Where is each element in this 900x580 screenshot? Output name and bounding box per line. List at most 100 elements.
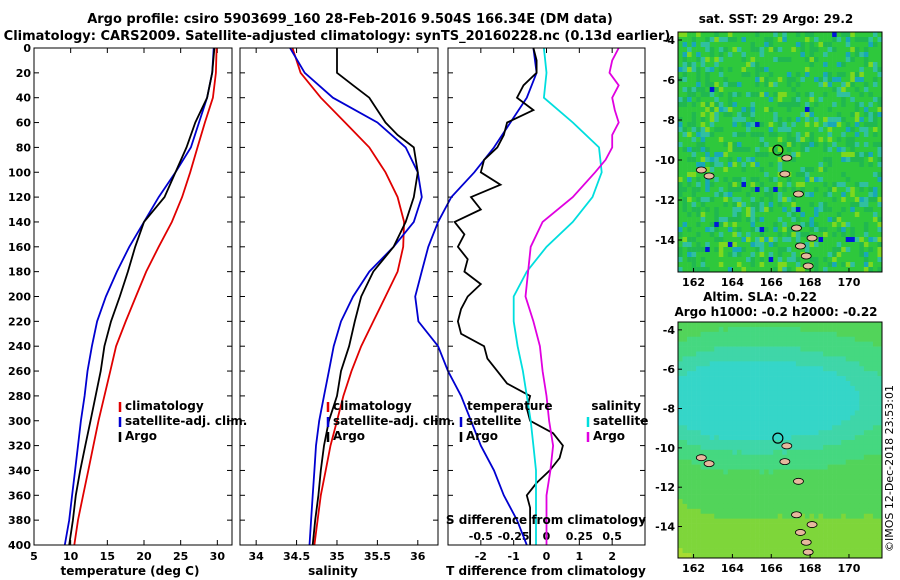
map-cell (768, 518, 774, 524)
map-cell (809, 415, 815, 421)
map-cell (795, 267, 801, 273)
map-cell (832, 132, 837, 138)
map-cell (718, 52, 724, 58)
map-cell (736, 202, 742, 208)
map-cell (691, 187, 697, 193)
map-cell (877, 474, 883, 480)
map-cell (818, 513, 824, 519)
map-cell (678, 52, 683, 58)
map-cell (709, 47, 715, 53)
map-cell (709, 222, 715, 228)
map-cell (877, 513, 883, 519)
map-cell (850, 484, 856, 490)
map-cell (700, 400, 706, 406)
map-cell (854, 52, 860, 58)
map-cell (764, 227, 769, 233)
map-cell (845, 336, 851, 342)
map-cell (804, 376, 810, 382)
map-cell (732, 444, 738, 451)
island-landmass (793, 190, 804, 198)
map-cell (700, 207, 706, 213)
map-cell (709, 385, 715, 392)
map-cell (850, 37, 856, 43)
map-cell (741, 252, 747, 258)
map-cell (746, 137, 751, 143)
map-cell (736, 346, 742, 352)
map-cell (755, 247, 760, 253)
map-cell (800, 127, 806, 133)
map-cell (841, 257, 847, 263)
map-cell (841, 430, 847, 436)
map-cell (678, 137, 683, 143)
map-cell (877, 137, 883, 143)
map-cell (773, 217, 779, 223)
map-cell (759, 533, 765, 539)
map-x-tick-label: 162 (682, 276, 705, 289)
map-cell (859, 459, 865, 465)
map-cell (877, 405, 883, 411)
map-cell (755, 444, 760, 451)
map-cell (736, 543, 742, 549)
map-cell (809, 142, 815, 148)
map-cell (768, 212, 774, 218)
map-cell (777, 42, 783, 48)
map-cell (832, 117, 837, 123)
map-cell (804, 72, 810, 78)
map-cell (764, 87, 769, 93)
map-cell (800, 518, 806, 524)
map-cell (850, 52, 856, 58)
map-cell (678, 513, 683, 519)
map-cell (732, 415, 738, 421)
map-cell (845, 469, 851, 475)
map-cell (736, 142, 742, 148)
map-cell (687, 62, 692, 68)
map-cell (868, 400, 874, 406)
map-cell (804, 102, 810, 108)
map-cell (827, 371, 833, 377)
map-cell (782, 385, 788, 392)
map-cell (773, 523, 779, 529)
map-cell (845, 82, 851, 88)
map-cell (732, 356, 738, 362)
map-cell (736, 217, 742, 223)
map-cell (700, 147, 706, 153)
map-cell (723, 207, 729, 213)
map-cell (687, 267, 692, 273)
map-cell (718, 484, 724, 490)
map-cell (705, 341, 711, 347)
map-cell (732, 107, 738, 113)
map-cell (696, 430, 701, 436)
map-cell (773, 42, 779, 48)
map-cell (691, 127, 697, 133)
map-cell (718, 142, 724, 148)
map-cell (818, 420, 824, 426)
map-cell (804, 127, 810, 133)
map-cell (696, 192, 701, 198)
map-cell (714, 440, 720, 446)
map-cell (868, 381, 874, 387)
map-cell (678, 410, 683, 416)
map-cell (727, 242, 733, 248)
map-cell (818, 92, 824, 98)
map-cell (718, 543, 724, 549)
map-cell (709, 513, 715, 519)
map-cell (845, 376, 851, 382)
map-cell (727, 366, 733, 372)
map-cell (764, 217, 769, 223)
map-cell (682, 102, 688, 108)
map-cell (800, 489, 806, 495)
map-cell (818, 385, 824, 392)
map-cell (850, 267, 856, 273)
map-cell (850, 533, 856, 539)
map-cell (814, 162, 819, 168)
map-cell (709, 322, 715, 328)
map-cell (727, 177, 733, 183)
map-cell (804, 390, 810, 397)
map-cell (845, 440, 851, 446)
map-cell (750, 533, 756, 539)
map-cell (764, 112, 769, 118)
map-cell (773, 479, 779, 485)
map-cell (836, 112, 842, 118)
map-cell (850, 405, 856, 411)
map-cell (836, 87, 842, 93)
